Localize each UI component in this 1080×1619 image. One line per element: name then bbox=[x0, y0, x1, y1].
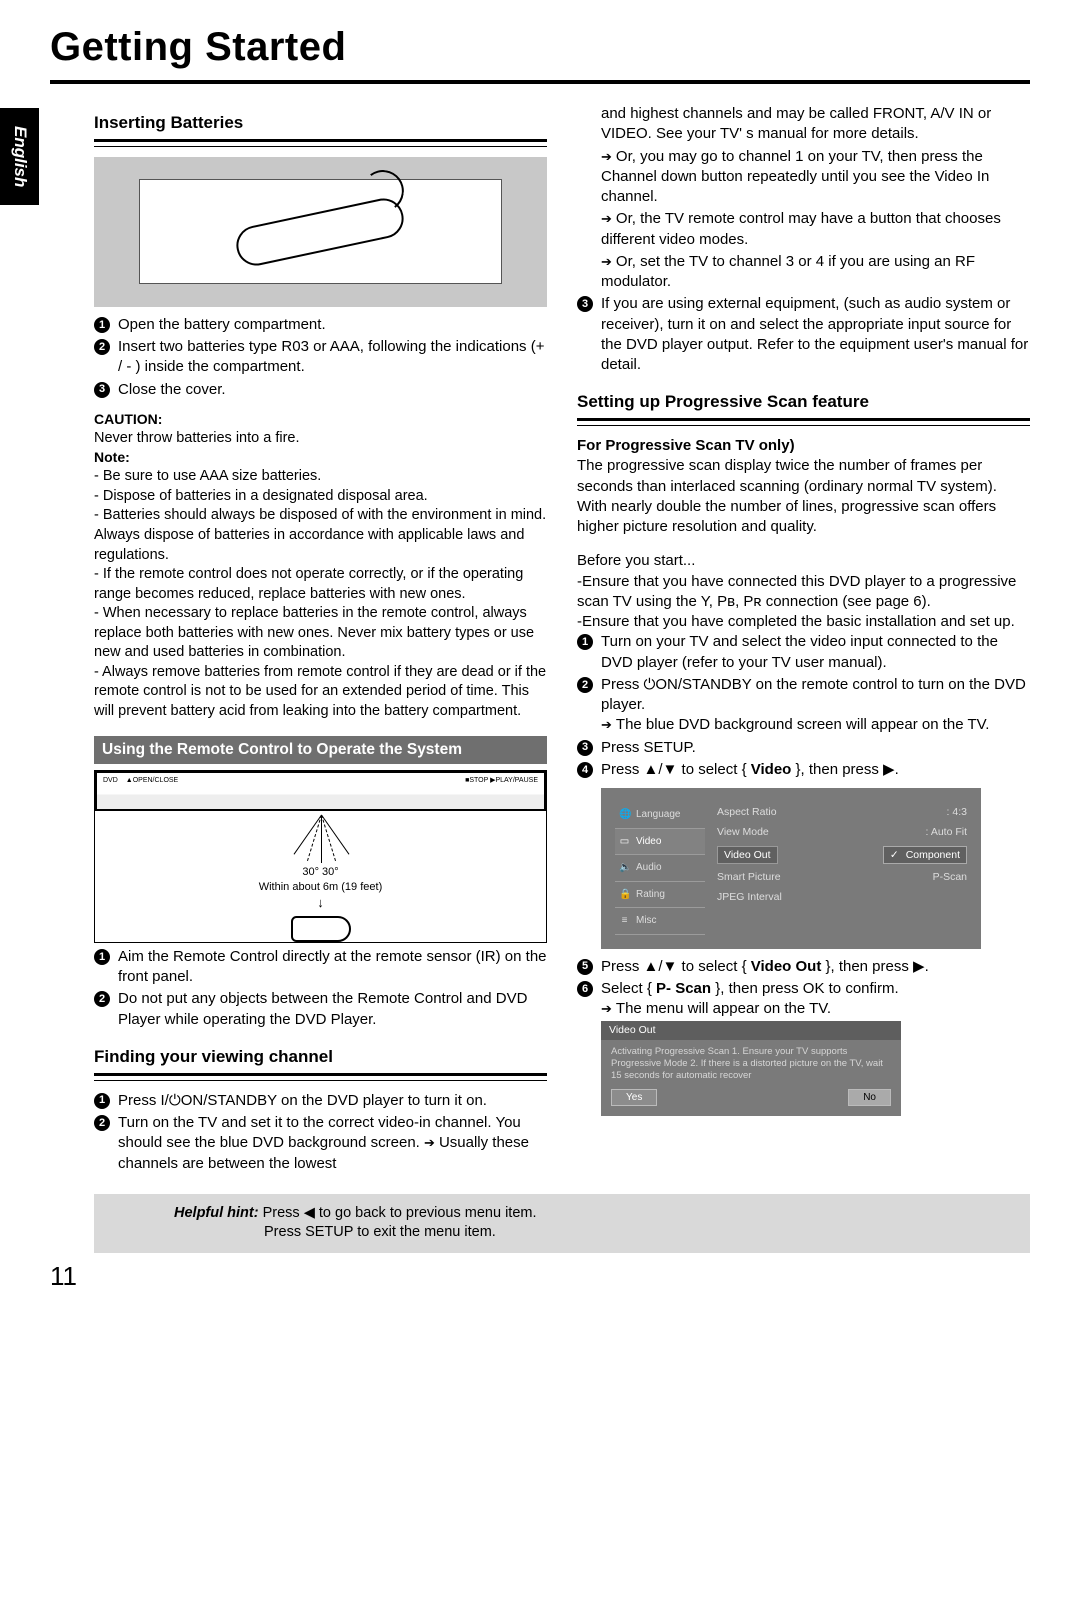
menu-tab: Video bbox=[636, 835, 661, 849]
dvd-player-front: DVD ▲OPEN/CLOSE ■STOP ▶PLAY/PAUSE bbox=[95, 771, 546, 811]
pscan-steps-2: 5 Press ▲/▼ to select { Video Out }, the… bbox=[577, 957, 1030, 1020]
step-text: Turn on the TV and set it to the correct… bbox=[118, 1113, 547, 1174]
caution-label: CAUTION: bbox=[94, 410, 547, 429]
viewing-steps-cont: 3If you are using external equipment, (s… bbox=[577, 294, 1030, 375]
distance-label: Within about 6m (19 feet) bbox=[95, 880, 546, 895]
remote-diagram: DVD ▲OPEN/CLOSE ■STOP ▶PLAY/PAUSE 30° 30… bbox=[94, 770, 547, 943]
intro-paragraph: The progressive scan display twice the n… bbox=[577, 456, 1030, 537]
step-text: Aim the Remote Control directly at the r… bbox=[118, 947, 547, 988]
section-remote-control: Using the Remote Control to Operate the … bbox=[94, 736, 547, 764]
dvd-logo: DVD bbox=[103, 776, 118, 785]
battery-illustration bbox=[94, 157, 547, 307]
rule bbox=[94, 139, 547, 147]
dvd-play: ■STOP ▶PLAY/PAUSE bbox=[465, 776, 538, 785]
left-column: Inserting Batteries 1Open the battery co… bbox=[94, 104, 547, 1176]
page-number: 11 bbox=[50, 1259, 1030, 1294]
menu-sidebar: 🌐Language ▭Video 🔈Audio 🔒Rating ≡Misc bbox=[615, 802, 705, 935]
sub-point: Or, you may go to channel 1 on your TV, … bbox=[601, 147, 1030, 208]
right-column: and highest channels and may be called F… bbox=[577, 104, 1030, 1176]
step-text: If you are using external equipment, (su… bbox=[601, 294, 1030, 375]
sub-point: The blue DVD background screen will appe… bbox=[601, 715, 1030, 735]
dialog-message: Activating Progressive Scan 1. Ensure yo… bbox=[601, 1040, 901, 1089]
hint-line: Press ◀ to go back to previous menu item… bbox=[259, 1205, 537, 1221]
hint-label: Helpful hint: bbox=[174, 1205, 259, 1221]
pscan-steps: 1Turn on your TV and select the video in… bbox=[577, 632, 1030, 780]
step-text: Select { P- Scan }, then press OK to con… bbox=[601, 979, 1030, 1020]
columns: Inserting Batteries 1Open the battery co… bbox=[94, 104, 1030, 1176]
setup-menu-screenshot: 🌐Language ▭Video 🔈Audio 🔒Rating ≡Misc As… bbox=[601, 788, 981, 949]
section-progressive-scan: Setting up Progressive Scan feature bbox=[577, 391, 1030, 414]
menu-tab: Misc bbox=[636, 914, 657, 928]
page-title: Getting Started bbox=[50, 20, 1030, 84]
continuation-text: and highest channels and may be called F… bbox=[601, 104, 1030, 145]
menu-items: Aspect Ratio4:3 View ModeAuto Fit Video … bbox=[717, 802, 967, 935]
sub-point: Or, the TV remote control may have a but… bbox=[601, 209, 1030, 250]
confirm-dialog: Video Out Activating Progressive Scan 1.… bbox=[601, 1021, 901, 1116]
dialog-title: Video Out bbox=[601, 1021, 901, 1039]
step-text: Press ▲/▼ to select { Video Out }, then … bbox=[601, 957, 1030, 977]
hint-line: Press SETUP to exit the menu item. bbox=[264, 1223, 496, 1243]
remote-drawing bbox=[233, 195, 408, 269]
section-viewing-channel: Finding your viewing channel bbox=[94, 1046, 547, 1069]
menu-tab: Language bbox=[636, 808, 681, 822]
sub-point: Or, set the TV to channel 3 or 4 if you … bbox=[601, 252, 1030, 293]
step-text: Close the cover. bbox=[118, 380, 547, 400]
note-body: - Be sure to use AAA size batteries. - D… bbox=[94, 467, 547, 721]
menu-tab: Rating bbox=[636, 888, 665, 902]
step-text: Press ▲/▼ to select { Video }, then pres… bbox=[601, 760, 1030, 780]
subheading: For Progressive Scan TV only) bbox=[577, 437, 795, 454]
yes-button[interactable]: Yes bbox=[611, 1089, 657, 1107]
step-text: Press ⏻ON/STANDBY on the remote control … bbox=[601, 675, 1030, 736]
ir-diagram: 30° 30° Within about 6m (19 feet) ↓ bbox=[95, 811, 546, 942]
step-text: Do not put any objects between the Remot… bbox=[118, 989, 547, 1030]
no-button[interactable]: No bbox=[848, 1089, 891, 1107]
section-inserting-batteries: Inserting Batteries bbox=[94, 112, 547, 135]
angle-label: 30° 30° bbox=[95, 865, 546, 880]
viewing-steps: 1Press I/⏻ON/STANDBY on the DVD player t… bbox=[94, 1091, 547, 1174]
rule bbox=[94, 1073, 547, 1081]
note-label: Note: bbox=[94, 448, 547, 467]
step-text: Turn on your TV and select the video inp… bbox=[601, 632, 1030, 673]
before-item: -Ensure that you have completed the basi… bbox=[577, 612, 1030, 632]
rule bbox=[577, 418, 1030, 426]
dvd-open: ▲OPEN/CLOSE bbox=[126, 776, 178, 785]
remote-icon bbox=[291, 916, 351, 942]
step-text: Press SETUP. bbox=[601, 738, 1030, 758]
battery-steps: 1Open the battery compartment. 2Insert t… bbox=[94, 315, 547, 400]
helpful-hint: Helpful hint: Press ◀ to go back to prev… bbox=[94, 1194, 1030, 1253]
language-tab: English bbox=[0, 108, 39, 205]
sub-point: The menu will appear on the TV. bbox=[601, 999, 1030, 1019]
step-text: Insert two batteries type R03 or AAA, fo… bbox=[118, 337, 547, 378]
step-text: Open the battery compartment. bbox=[118, 315, 547, 335]
page: English Getting Started Inserting Batter… bbox=[0, 0, 1080, 1334]
menu-tab: Audio bbox=[636, 861, 662, 875]
before-item: -Ensure that you have connected this DVD… bbox=[577, 572, 1030, 613]
before-start: Before you start... bbox=[577, 551, 1030, 571]
remote-steps: 1Aim the Remote Control directly at the … bbox=[94, 947, 547, 1030]
step-text: Press I/⏻ON/STANDBY on the DVD player to… bbox=[118, 1091, 547, 1111]
caution-text: Never throw batteries into a fire. bbox=[94, 429, 547, 449]
